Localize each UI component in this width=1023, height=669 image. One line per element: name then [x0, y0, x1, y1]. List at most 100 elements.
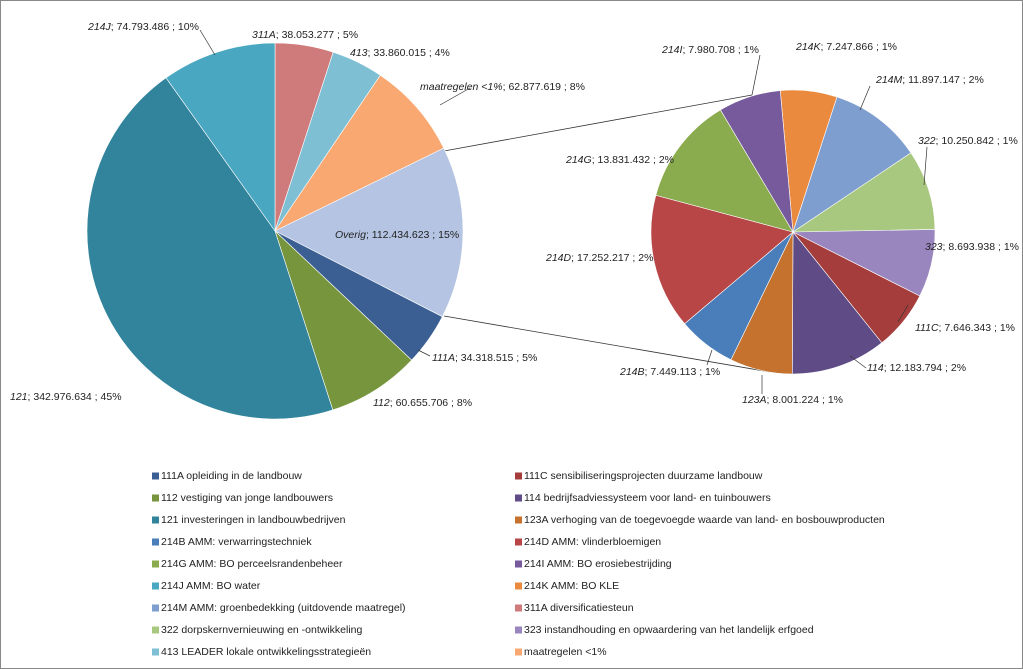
leader-line [849, 355, 867, 369]
data-label: 114; 12.183.794 ; 2% [867, 362, 966, 374]
data-label-name: 214D [545, 252, 572, 264]
data-label: 214M; 11.897.147 ; 2% [875, 74, 984, 86]
legend-label: 413 LEADER lokale ontwikkelingsstrategie… [161, 646, 371, 658]
data-label-name: 214B [619, 366, 645, 378]
data-label-name: 214J [87, 21, 112, 33]
data-label-value: ; 112.434.623 ; 15% [366, 229, 459, 241]
data-label-value: ; 38.053.277 ; 5% [276, 29, 358, 41]
legend-label: 123A verhoging van de toegevoegde waarde… [524, 514, 885, 526]
leader-line [897, 304, 909, 323]
legend-label: maatregelen <1% [524, 646, 607, 658]
data-label-name: maatregelen <1% [420, 81, 503, 93]
data-label: 112; 60.655.706 ; 8% [373, 397, 472, 409]
data-label-name: 112 [373, 397, 390, 409]
data-label-name: 214M [875, 74, 903, 86]
data-label-name: 114 [867, 362, 884, 374]
pie-slice [791, 152, 936, 233]
data-label: 214I; 7.980.708 ; 1% [661, 44, 759, 56]
data-label-value: ; 17.252.217 ; 2% [571, 252, 653, 264]
legend-swatch [515, 582, 522, 590]
legend-swatch [515, 538, 522, 546]
legend-swatch [515, 472, 522, 480]
legend-label: 214D AMM: vlinderbloemigen [524, 536, 661, 548]
legend-label: 112 vestiging van jonge landbouwers [161, 492, 333, 504]
data-label: 323; 8.693.938 ; 1% [925, 241, 1019, 253]
legend-label: 214G AMM: BO perceelsrandenbeheer [161, 558, 343, 570]
legend-swatch [152, 582, 159, 590]
data-label-value: ; 60.655.706 ; 8% [390, 397, 472, 409]
data-label: 123A; 8.001.224 ; 1% [742, 394, 843, 406]
legend-label: 214J AMM: BO water [161, 580, 261, 592]
connector-line [443, 315, 771, 373]
pie-slice [720, 90, 794, 233]
data-label: maatregelen <1%; 62.877.619 ; 8% [420, 81, 585, 93]
data-label-name: 214G [565, 154, 592, 166]
data-label-value: ; 7.646.343 ; 1% [939, 322, 1015, 334]
data-label-name: Overig [335, 229, 366, 241]
legend-swatch [515, 626, 522, 634]
data-label: 214K; 7.247.866 ; 1% [795, 41, 897, 53]
data-label-value: ; 12.183.794 ; 2% [884, 362, 966, 374]
data-label-value: ; 62.877.619 ; 8% [503, 81, 585, 93]
legend-swatch [515, 494, 522, 502]
pie-slice [274, 147, 464, 318]
pie-slice [86, 77, 334, 420]
data-label: 111A; 34.318.515 ; 5% [432, 352, 537, 364]
data-label: 214B; 7.449.113 ; 1% [619, 366, 720, 378]
legend-label: 121 investeringen in landbouwbedrijven [161, 514, 346, 526]
legend-label: 214M AMM: groenbedekking (uitdovende maa… [161, 602, 406, 614]
data-label-name: 214K [795, 41, 822, 53]
legend-label: 214K AMM: BO KLE [524, 580, 619, 592]
data-label-name: 323 [925, 241, 943, 253]
data-label-name: 214I [661, 44, 683, 56]
leader-line [439, 87, 471, 106]
data-label-name: 111A [432, 352, 455, 364]
legend-swatch [152, 560, 159, 568]
data-label-value: ; 8.001.224 ; 1% [767, 394, 843, 406]
data-label: 214D; 17.252.217 ; 2% [545, 252, 653, 264]
pie-slice [165, 42, 276, 232]
data-label-value: ; 8.693.938 ; 1% [943, 241, 1019, 253]
data-label-name: 322 [918, 135, 936, 147]
data-label-name: 123A [742, 394, 767, 406]
legend-swatch [515, 516, 522, 524]
legend-label: 114 bedrijfsadviessysteem voor land- en … [524, 492, 771, 504]
pie-slice [655, 109, 794, 233]
leader-line [859, 85, 871, 111]
legend-label: 311A diversificatiesteun [524, 602, 634, 614]
legend-swatch [152, 494, 159, 502]
data-label-value: ; 11.897.147 ; 2% [902, 74, 984, 86]
leader-line [706, 349, 713, 366]
legend-swatch [515, 560, 522, 568]
legend-label: 214B AMM: verwarringstechniek [161, 536, 312, 548]
legend-swatch [152, 516, 159, 524]
leader-line [751, 54, 761, 96]
legend-swatch [515, 604, 522, 612]
data-label-value: ; 34.318.515 ; 5% [455, 352, 537, 364]
data-label: 121; 342.976.634 ; 45% [10, 391, 122, 403]
data-label-value: ; 7.980.708 ; 1% [682, 44, 758, 56]
pie-slice [274, 74, 445, 232]
leader-line [417, 349, 431, 357]
data-label-name: 121 [10, 391, 28, 403]
legend-swatch [152, 626, 159, 634]
data-label-name: 311A [252, 29, 276, 41]
data-label-value: ; 13.831.432 ; 2% [592, 154, 674, 166]
legend-swatch [515, 648, 522, 656]
data-label: 311A; 38.053.277 ; 5% [252, 29, 358, 41]
legend-swatch [152, 604, 159, 612]
leader-line [199, 29, 216, 56]
data-label: 214G; 13.831.432 ; 2% [565, 154, 674, 166]
data-label-value: ; 33.860.015 ; 4% [368, 47, 450, 59]
legend-label: 323 instandhouding en opwaardering van h… [524, 624, 814, 636]
data-label: 214J; 74.793.486 ; 10% [87, 21, 199, 33]
legend-label: 322 dorpskernvernieuwing en -ontwikkelin… [161, 624, 363, 636]
pie-slice [792, 96, 912, 233]
data-label-name: 111C [915, 322, 939, 334]
data-label-value: ; 10.250.842 ; 1% [936, 135, 1018, 147]
data-label: 413; 33.860.015 ; 4% [350, 47, 450, 59]
legend-label: 214I AMM: BO erosiebestrijding [524, 558, 672, 570]
legend-label: 111C sensibiliseringsprojecten duurzame … [524, 470, 763, 482]
legend-swatch [152, 538, 159, 546]
